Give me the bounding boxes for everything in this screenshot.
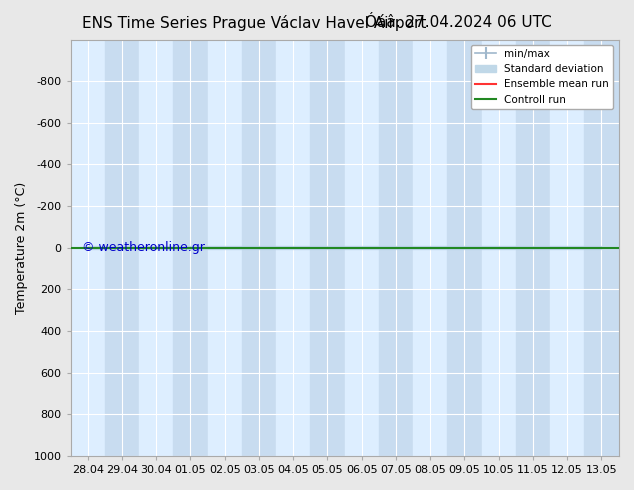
Bar bbox=[173, 40, 207, 456]
Bar bbox=[242, 40, 276, 456]
Bar bbox=[344, 40, 378, 456]
Bar bbox=[207, 40, 242, 456]
Bar bbox=[550, 40, 585, 456]
Bar bbox=[105, 40, 139, 456]
Bar bbox=[310, 40, 344, 456]
Legend: min/max, Standard deviation, Ensemble mean run, Controll run: min/max, Standard deviation, Ensemble me… bbox=[471, 45, 613, 109]
Bar bbox=[139, 40, 173, 456]
Bar bbox=[70, 40, 105, 456]
Bar bbox=[482, 40, 516, 456]
Text: © weatheronline.gr: © weatheronline.gr bbox=[82, 241, 204, 254]
Bar bbox=[378, 40, 413, 456]
Bar bbox=[516, 40, 550, 456]
Y-axis label: Temperature 2m (°C): Temperature 2m (°C) bbox=[15, 182, 28, 314]
Text: ENS Time Series Prague Václav Havel Airport: ENS Time Series Prague Václav Havel Airp… bbox=[82, 15, 427, 31]
Bar bbox=[413, 40, 448, 456]
Text: Óáâ. 27.04.2024 06 UTC: Óáâ. 27.04.2024 06 UTC bbox=[365, 15, 552, 30]
Bar bbox=[585, 40, 619, 456]
Bar bbox=[448, 40, 482, 456]
Bar bbox=[276, 40, 310, 456]
